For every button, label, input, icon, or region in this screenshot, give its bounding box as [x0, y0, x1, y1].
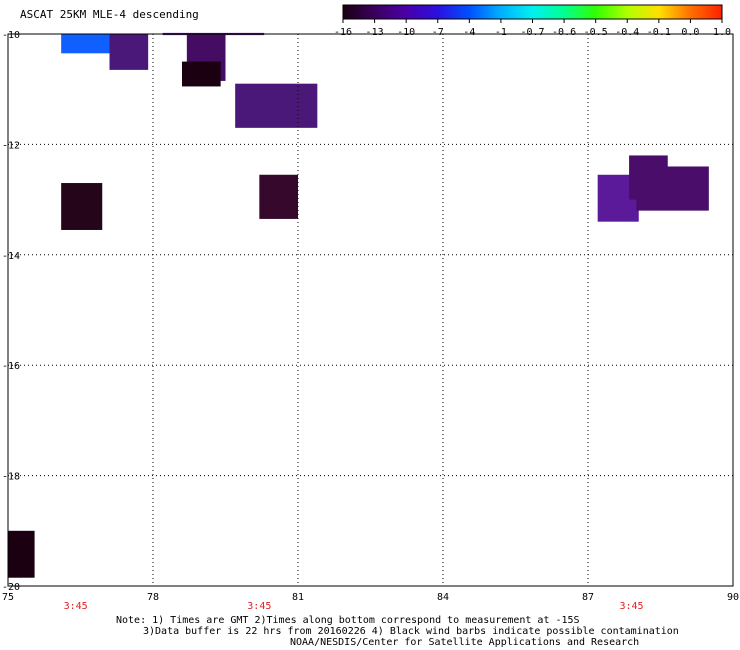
note-line-2: 3)Data buffer is 22 hrs from 20160226 4)… [143, 626, 679, 637]
note-line-3: NOAA/NESDIS/Center for Satellite Applica… [290, 637, 640, 648]
colorbar-tick-label: -13 [366, 27, 384, 38]
lat-tick-label: -12 [2, 140, 20, 151]
data-cell [259, 174, 298, 219]
colorbar-tick-label: -0.1 [647, 27, 671, 38]
data-cell [636, 166, 709, 211]
data-cell [8, 530, 35, 578]
colorbar-tick-label: -0.7 [520, 27, 544, 38]
map-frame [7, 33, 734, 587]
lon-tick-label: 75 [2, 592, 14, 603]
colorbar-tick-label: 1.0 [713, 27, 731, 38]
colorbar-tick-label: -0.6 [552, 27, 576, 38]
time-label: 3:45 [247, 601, 271, 612]
lon-tick-label: 78 [147, 592, 159, 603]
data-cell [109, 34, 149, 70]
lon-tick-label: 87 [582, 592, 594, 603]
data-cell [61, 34, 110, 54]
lon-tick-label: 81 [292, 592, 304, 603]
colorbar-tick-label: -0.4 [615, 27, 639, 38]
lon-tick-label: 90 [727, 592, 739, 603]
map-title: ASCAT 25KM MLE-4 descending [20, 8, 199, 21]
colorbar-tick-label: -4 [463, 27, 475, 38]
lat-tick-label: -16 [2, 361, 20, 372]
colorbar-tick-label: -7 [432, 27, 444, 38]
data-cell [235, 83, 318, 128]
lat-tick-label: -20 [2, 582, 20, 593]
colorbar-tick-label: -1 [495, 27, 507, 38]
lon-tick-label: 84 [437, 592, 449, 603]
lat-tick-label: -10 [2, 30, 20, 41]
colorbar-tick-label: -0.5 [584, 27, 608, 38]
data-cell [182, 61, 221, 87]
data-cell [61, 183, 103, 230]
lat-tick-label: -14 [2, 251, 20, 262]
time-label: 3:45 [619, 601, 643, 612]
colorbar-tick-label: -10 [397, 27, 415, 38]
colorbar [342, 4, 723, 20]
colorbar-tick-label: -16 [334, 27, 352, 38]
colorbar-tick-label: 0.0 [681, 27, 699, 38]
time-label: 3:45 [64, 601, 88, 612]
lat-tick-label: -18 [2, 472, 20, 483]
note-line-1: Note: 1) Times are GMT 2)Times along bot… [116, 615, 580, 626]
